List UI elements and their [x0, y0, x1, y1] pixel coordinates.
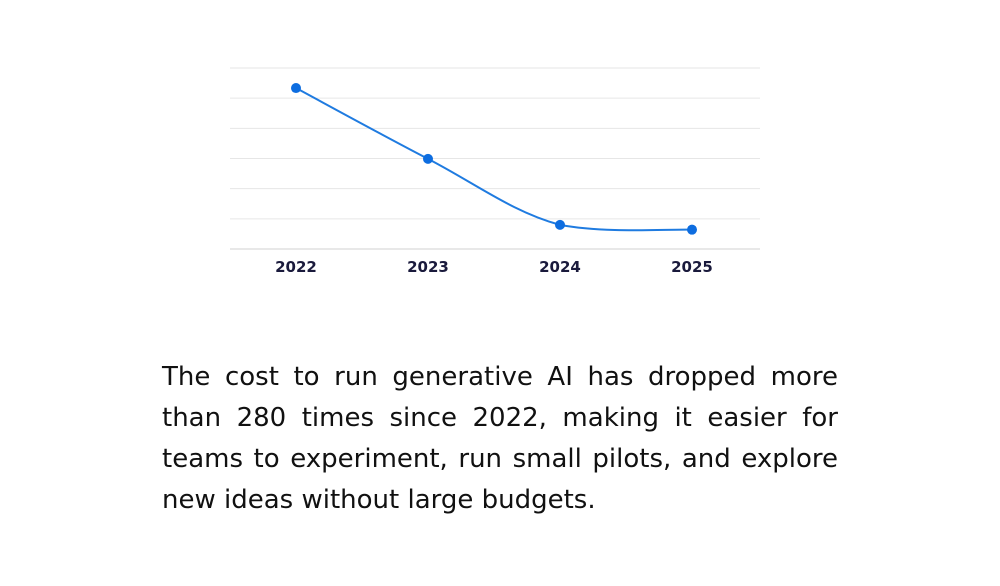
data-point-2024 [555, 219, 565, 230]
x-tick-label-2023: 2023 [407, 258, 449, 276]
data-point-2025 [687, 224, 697, 235]
x-tick-label-2025: 2025 [671, 258, 713, 276]
chart-gridlines [230, 67, 760, 220]
x-tick-labels: 2022 2023 2024 2025 [275, 258, 713, 276]
x-tick-label-2022: 2022 [275, 258, 317, 276]
x-tick-label-2024: 2024 [539, 258, 581, 276]
data-point-2023 [423, 153, 433, 164]
line-chart: 2022 2023 2024 2025 [230, 67, 760, 276]
chart-caption: The cost to run generative AI has droppe… [162, 362, 838, 515]
data-points [291, 83, 697, 235]
series-line [295, 87, 693, 232]
data-point-2022 [291, 83, 301, 94]
